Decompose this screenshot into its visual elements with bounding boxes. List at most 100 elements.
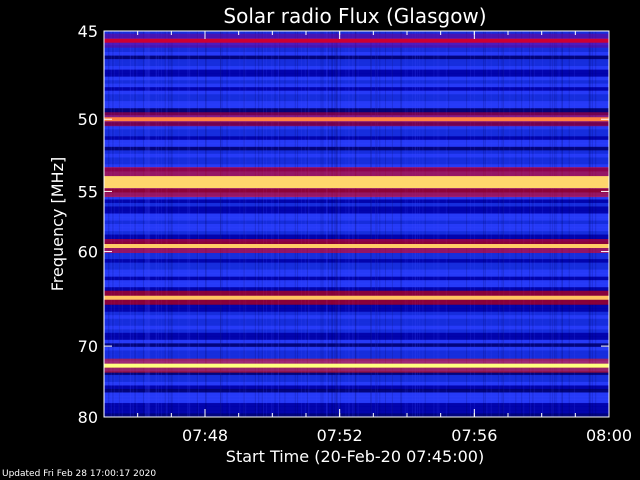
spectrogram-row	[104, 94, 609, 99]
spectrogram-row	[104, 59, 609, 64]
spectrogram-streak	[325, 31, 327, 417]
spectrogram-streak	[483, 31, 485, 417]
spectrogram-row	[104, 318, 609, 323]
spectrogram-row	[104, 202, 609, 207]
spectrogram-streak	[205, 31, 207, 417]
spectrogram-streak	[226, 31, 228, 417]
emission-band	[104, 176, 609, 189]
spectrogram-row	[104, 353, 609, 358]
spectrogram-row	[104, 132, 609, 137]
spectrogram-streak	[266, 31, 268, 417]
spectrogram-row	[104, 280, 609, 285]
spectrogram-row	[104, 329, 609, 334]
spectrogram-streak	[549, 31, 551, 417]
spectrogram-streak	[263, 31, 265, 417]
spectrogram-streak	[391, 31, 393, 417]
spectrogram-streak	[561, 31, 563, 417]
spectrogram-row	[104, 224, 609, 229]
spectrogram-row	[104, 332, 609, 337]
spectrogram-row	[104, 83, 609, 88]
spectrogram-streak	[166, 31, 168, 417]
spectrogram-row	[104, 343, 609, 348]
spectrogram-streak	[145, 31, 147, 417]
spectrogram-row	[104, 209, 609, 214]
spectrogram-streak	[422, 31, 424, 417]
spectrogram-row	[104, 308, 609, 313]
spectrogram-streak	[136, 31, 138, 417]
spectrogram-streak	[375, 31, 377, 417]
spectrogram-streak	[573, 31, 575, 417]
spectrogram-streak	[391, 31, 393, 417]
spectrogram-row	[104, 87, 609, 92]
spectrogram-row	[104, 227, 609, 232]
spectrogram-streak	[168, 31, 170, 417]
spectrogram-row	[104, 381, 609, 386]
spectrogram-streak	[589, 31, 591, 417]
spectrogram-streak	[370, 31, 372, 417]
spectrogram-streak	[501, 31, 503, 417]
spectrogram-row	[104, 62, 609, 67]
spectrogram-streak	[308, 31, 310, 417]
spectrogram-streak	[486, 31, 488, 417]
spectrogram-row	[104, 259, 609, 264]
spectrogram-row	[104, 266, 609, 271]
spectrogram-streak	[338, 31, 340, 417]
spectrogram-row	[104, 136, 609, 141]
spectrogram-streak	[414, 31, 416, 417]
spectrogram-row	[104, 311, 609, 316]
spectrogram-row	[104, 402, 609, 407]
y-tick-label: 45	[78, 22, 98, 41]
spectrogram-row	[104, 206, 609, 211]
spectrogram-streak	[404, 31, 406, 417]
spectrogram-streak	[401, 31, 403, 417]
spectrogram-streak	[171, 31, 173, 417]
spectrogram-row	[104, 409, 609, 414]
spectrogram-row	[104, 31, 609, 36]
spectrogram-streak	[375, 31, 377, 417]
spectrogram-streak	[561, 31, 563, 417]
spectrogram-streak	[336, 31, 338, 417]
spectrogram-streak	[438, 31, 440, 417]
spectrogram-streak	[327, 31, 329, 417]
spectrogram-streak	[345, 31, 347, 417]
spectrogram-row	[104, 262, 609, 267]
x-tick-label: 08:00	[586, 426, 632, 445]
spectrogram-streak	[132, 31, 134, 417]
spectrogram-streak	[146, 31, 148, 417]
spectrogram-streak	[521, 31, 523, 417]
spectrogram-streak	[533, 31, 535, 417]
emission-band	[104, 244, 609, 249]
spectrogram-streak	[205, 31, 207, 417]
spectrogram-row	[104, 273, 609, 278]
spectrogram-streak	[170, 31, 172, 417]
spectrogram-streak	[412, 31, 414, 417]
spectrogram-streak	[406, 31, 408, 417]
emission-band	[104, 295, 609, 300]
spectrogram-streak	[589, 31, 591, 417]
spectrogram-streak	[379, 31, 381, 417]
spectrogram-row	[104, 90, 609, 95]
spectrogram-streak	[400, 31, 402, 417]
spectrogram-streak	[145, 31, 147, 417]
spectrogram-streak	[416, 31, 418, 417]
spectrogram-streak	[196, 31, 198, 417]
spectrogram-row	[104, 69, 609, 74]
spectrogram-streak	[156, 31, 158, 417]
spectrogram-streak	[274, 31, 276, 417]
spectrogram-row	[104, 157, 609, 162]
spectrogram-streak	[118, 31, 120, 417]
spectrogram-streak	[245, 31, 247, 417]
spectrogram-streak	[254, 31, 256, 417]
spectrogram-row	[104, 231, 609, 236]
spectrogram-streak	[384, 31, 386, 417]
spectrogram-streak	[436, 31, 438, 417]
y-tick-label: 50	[78, 110, 98, 129]
emission-band	[104, 117, 609, 122]
spectrogram-streak	[336, 31, 338, 417]
spectrogram-streak	[243, 31, 245, 417]
spectrogram-streak	[315, 31, 317, 417]
spectrogram-streak	[326, 31, 328, 417]
plot-frame	[103, 30, 610, 418]
y-tick-label: 60	[78, 243, 98, 262]
spectrogram-streak	[414, 31, 416, 417]
